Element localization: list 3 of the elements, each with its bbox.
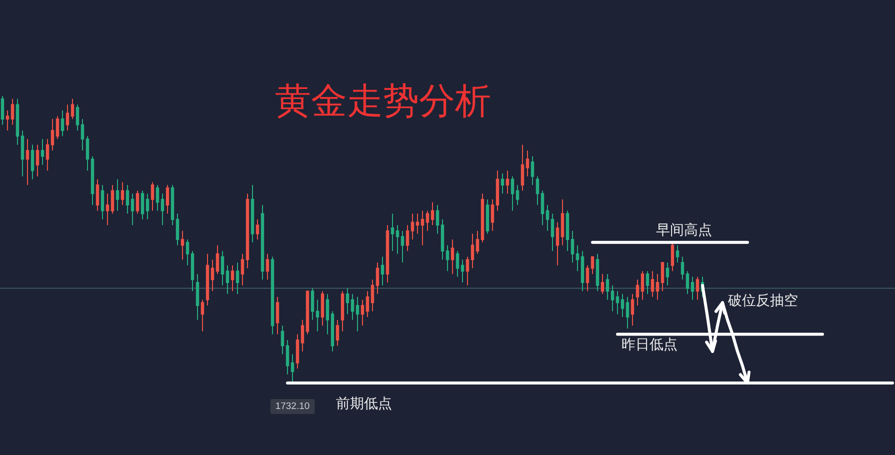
annotation: 1732.10	[270, 399, 315, 414]
annotation: 破位反抽空	[728, 294, 798, 309]
title: 黄金走势分析	[275, 80, 491, 121]
